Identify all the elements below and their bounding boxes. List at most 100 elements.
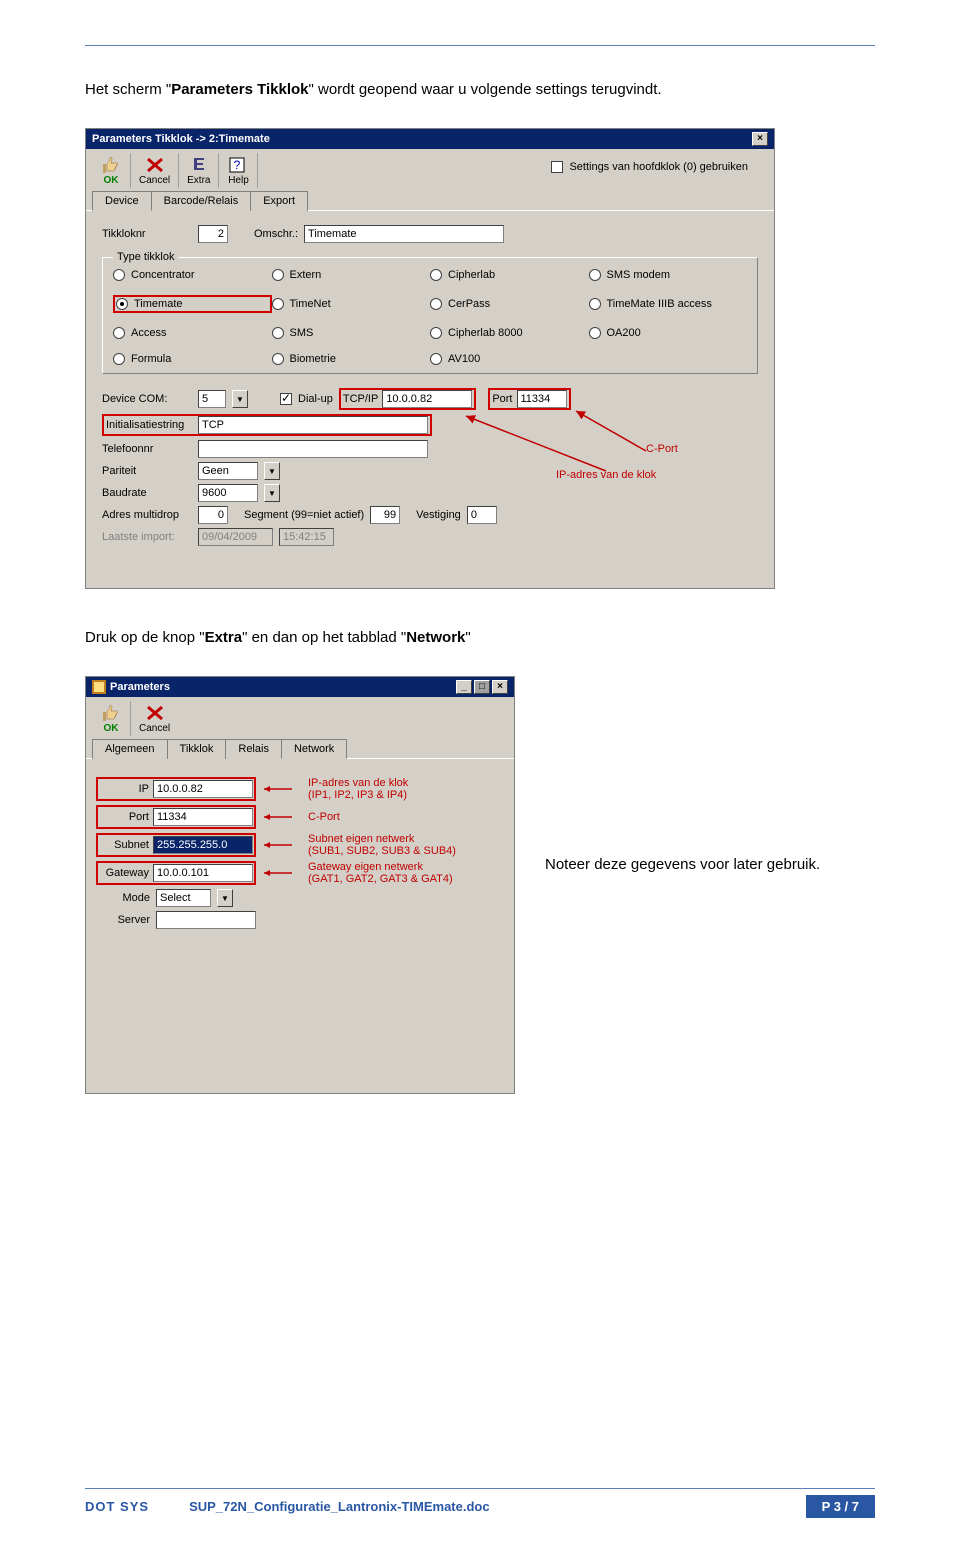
radio-av100[interactable]: AV100 — [430, 353, 589, 365]
radio-cipherlab[interactable]: Cipherlab — [430, 269, 589, 281]
tab-barcode-relais[interactable]: Barcode/Relais — [151, 191, 252, 211]
dialog-parameters-tikklok: Parameters Tikklok -> 2:Timemate × OK Ca… — [85, 128, 775, 589]
radio-tm3b[interactable]: TimeMate IIIB access — [589, 295, 748, 313]
label-baud: Baudrate — [102, 487, 192, 499]
label-multidrop: Adres multidrop — [102, 509, 192, 521]
tab-row: Device Barcode/Relais Export — [86, 190, 774, 211]
label-pariteit: Pariteit — [102, 465, 192, 477]
field-tel[interactable] — [198, 440, 428, 458]
radio-extern[interactable]: Extern — [272, 269, 431, 281]
radio-oa200[interactable]: OA200 — [589, 327, 748, 339]
field-segment[interactable]: 99 — [370, 506, 400, 524]
annotation-port: C-Port — [308, 811, 340, 823]
field-tikkloknr[interactable]: 2 — [198, 225, 228, 243]
close-icon[interactable]: × — [492, 680, 508, 694]
radio-access[interactable]: Access — [113, 327, 272, 339]
label: Help — [228, 175, 249, 186]
tab-tikklok[interactable]: Tikklok — [167, 739, 227, 759]
thumbs-up-icon — [100, 703, 122, 723]
footer-brand: DOT SYS — [85, 1499, 149, 1514]
label-server: Server — [96, 914, 150, 926]
x-icon — [144, 703, 166, 723]
help-button[interactable]: ? Help — [219, 153, 258, 188]
intro-1: Het scherm "Parameters Tikklok" wordt ge… — [85, 81, 875, 98]
dialog-parameters: Parameters _ □ × OK Cancel Al — [85, 676, 515, 1094]
label-gateway: Gateway — [99, 867, 149, 879]
text-bold: Network — [406, 629, 465, 646]
label: SMS modem — [607, 269, 671, 281]
label: TimeMate IIIB access — [607, 298, 712, 310]
radio-timemate[interactable]: Timemate — [113, 295, 272, 313]
label: SMS — [290, 327, 314, 339]
radio-cerpass[interactable]: CerPass — [430, 295, 589, 313]
ok-button[interactable]: OK — [92, 153, 131, 188]
field-multidrop[interactable]: 0 — [198, 506, 228, 524]
annotation-ip: IP-adres van de klok — [556, 469, 656, 481]
cancel-button[interactable]: Cancel — [131, 153, 179, 188]
label: Cancel — [139, 175, 170, 186]
toolbar: OK Cancel Extra ? Help Settings van hoof… — [86, 149, 774, 190]
field-mode[interactable]: Select — [156, 889, 211, 907]
close-icon[interactable]: × — [752, 132, 768, 146]
field-subnet[interactable]: 255.255.255.0 — [153, 836, 253, 854]
page-footer: DOT SYS SUP_72N_Configuratie_Lantronix-T… — [0, 1488, 960, 1518]
field-devicecom[interactable]: 5 — [198, 390, 226, 408]
dropdown-icon[interactable]: ▼ — [264, 462, 280, 480]
radio-timenet[interactable]: TimeNet — [272, 295, 431, 313]
minimize-icon[interactable]: _ — [456, 680, 472, 694]
field-ip[interactable]: 10.0.0.82 — [382, 390, 472, 408]
field-baud[interactable]: 9600 — [198, 484, 258, 502]
field-port[interactable]: 11334 — [153, 808, 253, 826]
text: " wordt geopend waar u volgende settings… — [309, 81, 662, 98]
text: Druk op de knop " — [85, 629, 205, 646]
tab-algemeen[interactable]: Algemeen — [92, 739, 168, 759]
label-init: Initialisatiestring — [106, 419, 192, 431]
window-title: Parameters — [110, 681, 170, 693]
radio-sms[interactable]: SMS — [272, 327, 431, 339]
para-icon — [188, 155, 210, 175]
radio-smsmodem[interactable]: SMS modem — [589, 269, 748, 281]
field-init[interactable]: TCP — [198, 416, 428, 434]
note-right: Noteer deze gegevens voor later gebruik. — [545, 856, 820, 873]
radio-formula[interactable]: Formula — [113, 353, 272, 365]
field-pariteit[interactable]: Geen — [198, 462, 258, 480]
x-icon — [144, 155, 166, 175]
ok-button[interactable]: OK — [92, 701, 131, 736]
dropdown-icon[interactable]: ▼ — [264, 484, 280, 502]
radio-biometrie[interactable]: Biometrie — [272, 353, 431, 365]
field-server[interactable] — [156, 911, 256, 929]
tab-relais[interactable]: Relais — [225, 739, 282, 759]
arrow-icon — [262, 865, 302, 881]
field-gateway[interactable]: 10.0.0.101 — [153, 864, 253, 882]
radio-cipherlab8000[interactable]: Cipherlab 8000 — [430, 327, 589, 339]
dropdown-icon[interactable]: ▼ — [217, 889, 233, 907]
panel-device: Tikkloknr 2 Omschr.: Timemate Type tikkl… — [86, 211, 774, 560]
tab-export[interactable]: Export — [250, 191, 308, 211]
extra-button[interactable]: Extra — [179, 153, 219, 188]
cancel-button[interactable]: Cancel — [131, 701, 178, 736]
arrow-icon — [262, 809, 302, 825]
dropdown-icon[interactable]: ▼ — [232, 390, 248, 408]
radio-concentrator[interactable]: Concentrator — [113, 269, 272, 281]
tab-device[interactable]: Device — [92, 191, 152, 211]
footer-doc: SUP_72N_Configuratie_Lantronix-TIMEmate.… — [189, 1499, 490, 1514]
maximize-icon: □ — [474, 680, 490, 694]
tab-network[interactable]: Network — [281, 739, 347, 759]
label-tikkloknr: Tikkloknr — [102, 228, 192, 240]
field-import-date: 09/04/2009 — [198, 528, 273, 546]
field-port[interactable]: 11334 — [517, 390, 567, 408]
label: Timemate — [134, 298, 183, 310]
thumbs-up-icon — [100, 155, 122, 175]
checkbox-dialup[interactable] — [280, 393, 292, 405]
text: " en dan op het tabblad " — [242, 629, 406, 646]
field-omschr[interactable]: Timemate — [304, 225, 504, 243]
label: Biometrie — [290, 353, 336, 365]
checkbox-hoofdklok[interactable] — [551, 161, 563, 173]
label-tcpip: TCP/IP — [343, 393, 378, 405]
label: Cipherlab 8000 — [448, 327, 523, 339]
field-ip[interactable]: 10.0.0.82 — [153, 780, 253, 798]
annotation-ip: IP-adres van de klok(IP1, IP2, IP3 & IP4… — [308, 777, 408, 801]
window-title: Parameters Tikklok -> 2:Timemate — [92, 133, 270, 145]
field-vestiging[interactable]: 0 — [467, 506, 497, 524]
text: " — [465, 629, 470, 646]
